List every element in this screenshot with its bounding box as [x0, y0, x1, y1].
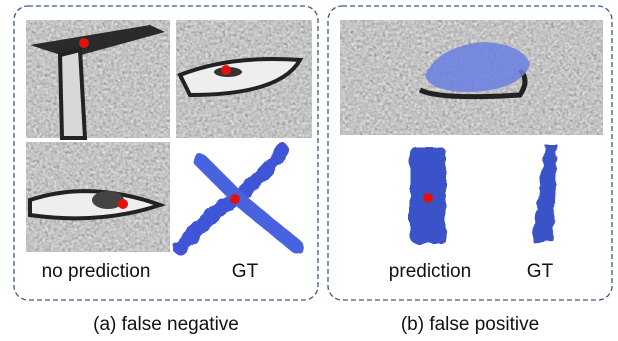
em-image [340, 20, 603, 135]
em-image [26, 142, 170, 252]
point-marker [230, 194, 240, 204]
figure: no prediction GT prediction GT (a) false… [0, 0, 618, 341]
gt-3d-render [532, 145, 558, 242]
em-image [26, 20, 170, 138]
point-marker [423, 193, 433, 203]
image-label: GT [232, 261, 259, 282]
panel-caption: (b) false positive [401, 314, 539, 335]
image-label: GT [527, 261, 554, 282]
em-image [176, 20, 312, 138]
panel-caption: (a) false negative [93, 314, 239, 335]
image-label: no prediction [42, 261, 151, 282]
image-label: prediction [389, 261, 471, 282]
